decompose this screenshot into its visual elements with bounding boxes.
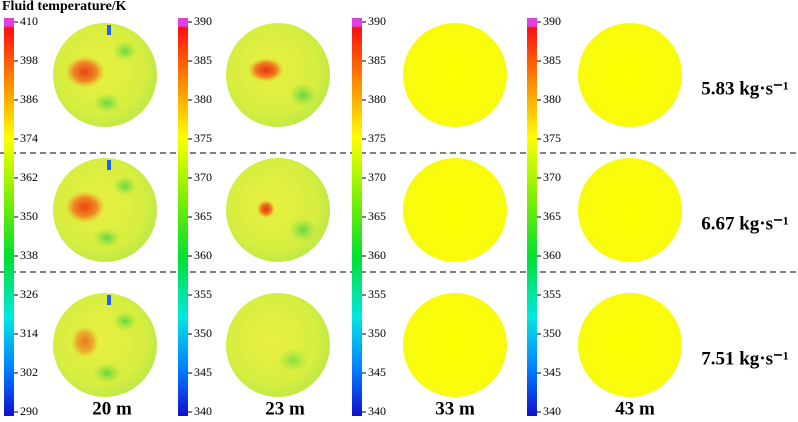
colorbar-tick-label: 365	[194, 209, 212, 223]
contour-disc	[578, 23, 682, 127]
cool-spot	[93, 93, 121, 113]
inlet-mark	[107, 295, 111, 305]
contour-disc	[226, 293, 330, 397]
colorbar-tick-label: 370	[543, 170, 561, 184]
cool-spot	[93, 363, 121, 383]
colorbar-tick-label: 338	[20, 248, 38, 262]
column-label: 20 m	[92, 398, 132, 419]
colorbar-tick-label: 390	[368, 14, 386, 28]
column-label: 43 m	[615, 398, 655, 419]
contour-disc	[578, 158, 682, 262]
hot-spot	[257, 200, 275, 218]
hot-spot	[65, 56, 105, 88]
colorbar-tick-label: 350	[368, 326, 386, 340]
colorbar-tick-label: 362	[20, 170, 38, 184]
colorbar-tick-label: 375	[194, 131, 212, 145]
cool-spot	[113, 41, 137, 61]
colorbar-tick-label: 340	[368, 404, 386, 418]
colorbar-tick-label: 380	[543, 92, 561, 106]
contour-disc	[226, 158, 330, 262]
colorbar	[527, 18, 537, 416]
hot-spot	[71, 326, 99, 358]
column-label: 23 m	[265, 398, 305, 419]
colorbar-tick-label: 290	[20, 404, 38, 418]
colorbar-tick-label: 302	[20, 365, 38, 379]
colorbar-tick-label: 375	[368, 131, 386, 145]
colorbar-tick-label: 390	[194, 14, 212, 28]
hot-spot	[248, 58, 284, 82]
colorbar-tick-label: 345	[194, 365, 212, 379]
colorbar-tick-label: 340	[543, 404, 561, 418]
colorbar-tick-label: 410	[20, 14, 38, 28]
colorbar-tick-label: 350	[543, 326, 561, 340]
cool-spot	[289, 83, 317, 107]
contour-disc	[403, 158, 507, 262]
figure-title: Fluid temperature/K	[2, 0, 127, 14]
row-label: 5.83 kg·s⁻¹	[701, 78, 789, 99]
colorbar-tick-label: 355	[368, 287, 386, 301]
inlet-mark	[107, 25, 111, 35]
colorbar	[4, 18, 14, 416]
cool-spot	[113, 311, 137, 331]
inlet-mark	[107, 160, 111, 170]
column-label: 33 m	[435, 398, 475, 419]
cool-spot	[113, 176, 137, 196]
colorbar-tick-label: 350	[194, 326, 212, 340]
colorbar-tick-label: 374	[20, 131, 38, 145]
row-label: 7.51 kg·s⁻¹	[701, 348, 789, 369]
row-label: 6.67 kg·s⁻¹	[701, 213, 789, 234]
colorbar-tick-label: 385	[543, 53, 561, 67]
colorbar-tick-label: 340	[194, 404, 212, 418]
colorbar	[352, 18, 362, 416]
contour-disc	[403, 23, 507, 127]
colorbar-tick-label: 360	[194, 248, 212, 262]
colorbar-tick-label: 398	[20, 53, 38, 67]
colorbar-tick-label: 390	[543, 14, 561, 28]
hot-spot	[65, 191, 105, 223]
colorbar-tick-label: 380	[194, 92, 212, 106]
colorbar-tick-label: 370	[194, 170, 212, 184]
colorbar-tick-label: 326	[20, 287, 38, 301]
colorbar-tick-label: 385	[194, 53, 212, 67]
colorbar	[178, 18, 188, 416]
colorbar-tick-label: 365	[543, 209, 561, 223]
cool-spot	[289, 218, 317, 242]
colorbar-tick-label: 385	[368, 53, 386, 67]
contour-disc	[403, 293, 507, 397]
colorbar-tick-label: 380	[368, 92, 386, 106]
colorbar-tick-label: 365	[368, 209, 386, 223]
colorbar-tick-label: 314	[20, 326, 38, 340]
cool-spot	[277, 348, 309, 372]
colorbar-tick-label: 360	[368, 248, 386, 262]
colorbar-tick-label: 345	[368, 365, 386, 379]
colorbar-tick-label: 370	[368, 170, 386, 184]
colorbar-tick-label: 386	[20, 92, 38, 106]
colorbar-tick-label: 360	[543, 248, 561, 262]
colorbar-tick-label: 350	[20, 209, 38, 223]
contour-disc	[578, 293, 682, 397]
colorbar-tick-label: 355	[194, 287, 212, 301]
colorbar-tick-label: 355	[543, 287, 561, 301]
colorbar-tick-label: 375	[543, 131, 561, 145]
colorbar-tick-label: 345	[543, 365, 561, 379]
cool-spot	[93, 228, 121, 248]
